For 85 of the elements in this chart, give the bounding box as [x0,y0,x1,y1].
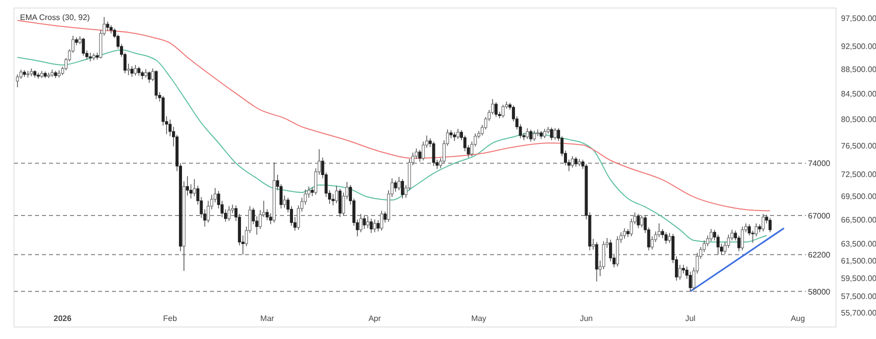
candlestick [762,214,765,232]
candlestick [432,141,436,166]
candlestick [366,216,370,229]
candlestick [570,156,574,168]
candlestick [384,211,387,223]
x-tick-label: Aug [790,314,805,323]
y-tick-label: 92,500.00 [841,42,876,51]
candlestick [740,226,744,251]
text: EMA Cross (30, 92) [20,13,90,22]
candlestick [716,234,720,255]
y-tick-label: 88,500.00 [841,65,876,74]
candlestick [362,215,366,230]
candlestick [574,156,578,168]
candlestick [494,102,498,118]
candlestick [554,128,557,140]
candlestick [154,70,158,100]
candlestick [543,128,546,139]
candlestick [376,220,380,232]
candlestick [148,71,151,84]
y-tick-label: 61,500.00 [841,256,876,266]
candlestick [768,217,772,233]
ref-line-label: 74000 [808,159,831,168]
candlestick [658,222,661,238]
candlestick [269,212,272,225]
y-tick-label: 66,500.00 [841,215,876,224]
candlestick [106,21,110,32]
candlestick [130,66,134,78]
ref-line-label: 67000 [808,211,831,220]
y-tick-label: 80,500.00 [841,114,876,124]
candlestick [502,104,505,118]
x-tick-label: Jul [685,314,696,323]
candlestick [650,236,654,250]
x-tick-label: Mar [260,314,274,323]
candlestick [335,185,338,204]
candlestick [310,186,314,197]
candlestick [370,218,373,234]
y-tick-label: 76,500.00 [841,142,876,151]
candlestick [394,180,398,192]
candlestick [664,232,668,244]
ref-line-label: 62200 [808,250,831,260]
candlestick [307,186,310,198]
y-tick-label: 84,500.00 [841,89,876,98]
x-tick-label: Feb [163,314,178,323]
ref-line-label: 58000 [808,287,831,296]
candlestick [134,64,137,76]
candlestick [373,219,376,233]
candlestick [418,149,422,162]
candlestick [192,178,196,197]
y-tick-label: 69,500.00 [841,192,876,202]
candlestick [397,176,400,191]
y-tick-label: 72,500.00 [841,170,876,179]
y-tick-label: 59,500.00 [841,274,876,283]
candlestick [668,232,672,244]
candlestick [592,238,595,250]
x-tick-label: May [471,314,486,323]
candlestick [550,127,554,141]
candlestick [26,70,30,78]
candlestick [186,176,189,196]
candlestick [710,228,713,242]
candlestick [532,130,536,142]
candlestick [380,210,384,232]
candlestick [151,68,154,82]
candlestick [640,215,644,228]
y-tick-label: 63,500.00 [841,240,876,249]
candlestick [228,206,231,222]
candlestick [678,264,682,280]
y-tick-label: 97,500.00 [841,14,876,24]
candlestick [126,63,130,76]
x-tick-label: Apr [368,314,382,323]
candlestick [636,214,640,229]
candlestick [622,228,626,240]
x-tick-label: Jun [580,314,593,323]
candlestick [529,129,532,142]
candlestick [452,132,456,142]
candlestick [456,128,460,140]
candlestick [526,128,529,140]
y-tick-label: 57,500.00 [841,292,876,301]
candlestick [400,178,404,199]
candlestick [332,194,335,206]
y-tick-label: 55,700.00 [841,308,876,318]
candlestick [283,195,286,208]
x-tick-label: 2026 [54,314,72,323]
candlestick [338,188,342,218]
candlestick [359,214,362,233]
candlestick [82,38,85,56]
